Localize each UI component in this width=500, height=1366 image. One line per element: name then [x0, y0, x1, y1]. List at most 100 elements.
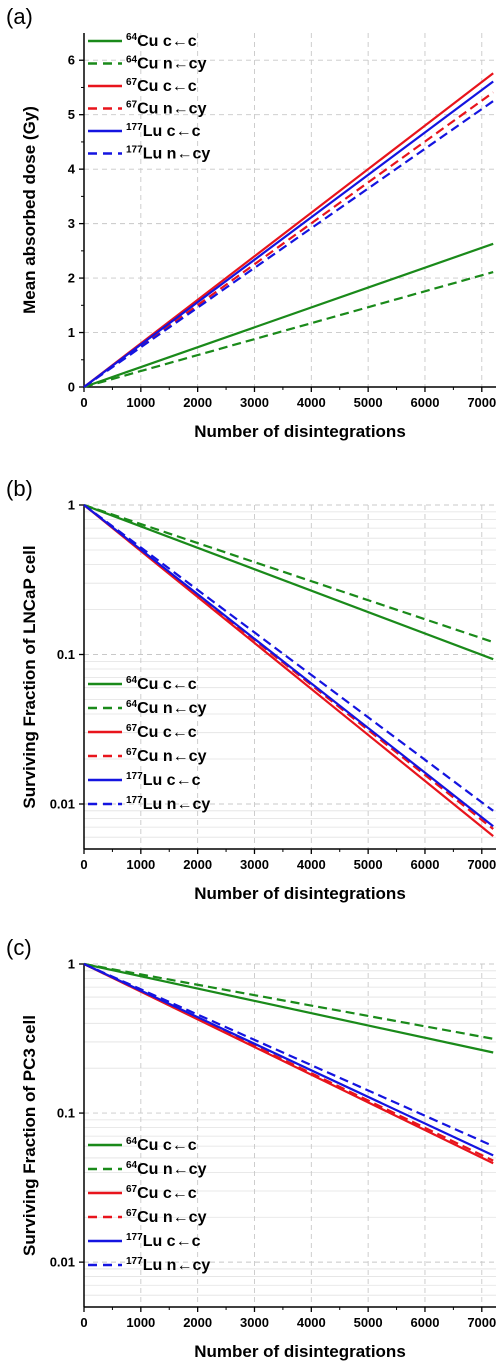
legend-label: Cu n←cy [137, 1209, 206, 1226]
y-tick-label: 5 [68, 107, 75, 122]
x-tick-label: 5000 [354, 857, 383, 872]
legend-superscript: 67 [126, 100, 138, 111]
y-tick-label: 4 [68, 162, 76, 177]
legend-entry: 64Cu n←cy [126, 1160, 207, 1178]
legend-entry: 67Cu c←c [126, 1184, 197, 1202]
legend-superscript: 67 [126, 1208, 138, 1219]
x-tick-label: 3000 [240, 857, 269, 872]
panel-label: (a) [6, 4, 33, 29]
y-axis-title: Surviving Fraction of LNCaP cell [20, 545, 39, 808]
legend-superscript: 64 [126, 55, 138, 66]
legend-entry: 67Cu c←c [126, 77, 197, 95]
y-tick-label: 6 [68, 53, 75, 68]
legend-superscript: 64 [126, 675, 138, 686]
series-line-4 [83, 91, 494, 388]
x-tick-label: 1000 [126, 395, 155, 410]
legend-superscript: 64 [126, 32, 138, 43]
legend-label: Lu n←cy [143, 146, 211, 163]
x-tick-label: 4000 [297, 1315, 326, 1330]
legend-entry: 64Cu n←cy [126, 55, 207, 73]
legend-entry: 67Cu n←cy [126, 1208, 207, 1226]
legend-superscript: 177 [126, 771, 143, 782]
legend-label: Lu c←c [143, 123, 201, 140]
x-axis-title: Number of disintegrations [194, 1342, 406, 1361]
series-line-2 [83, 271, 494, 389]
series-line-5 [83, 504, 494, 828]
legend-entry: 177Lu c←c [126, 1232, 201, 1250]
legend-superscript: 64 [126, 699, 138, 710]
legend-superscript: 177 [126, 1232, 143, 1243]
legend-entry: 177Lu c←c [126, 122, 201, 140]
y-axis-title: Surviving Fraction of PC3 cell [20, 1015, 39, 1256]
y-tick-label: 3 [68, 216, 75, 231]
legend-label: Lu n←cy [143, 796, 211, 813]
series-line-1 [83, 503, 494, 661]
y-tick-label: 2 [68, 271, 75, 286]
x-tick-label: 2000 [183, 857, 212, 872]
y-tick-label: 0 [68, 380, 75, 395]
x-tick-label: 0 [80, 395, 87, 410]
x-tick-label: 3000 [240, 1315, 269, 1330]
legend-label: Cu c←c [137, 676, 197, 693]
x-tick-label: 7000 [467, 1315, 496, 1330]
y-tick-label: 1 [68, 498, 75, 513]
legend-label: Cu n←cy [137, 101, 206, 118]
legend-label: Cu c←c [137, 33, 197, 50]
legend-label: Cu n←cy [137, 700, 206, 717]
legend-superscript: 177 [126, 795, 143, 806]
legend-entry: 67Cu n←cy [126, 100, 207, 118]
x-tick-label: 5000 [354, 395, 383, 410]
x-axis-title: Number of disintegrations [194, 422, 406, 441]
legend-superscript: 64 [126, 1136, 138, 1147]
x-tick-label: 6000 [411, 857, 440, 872]
legend-label: Lu c←c [143, 1233, 201, 1250]
x-tick-label: 2000 [183, 395, 212, 410]
series-line-5 [83, 80, 494, 388]
x-tick-label: 3000 [240, 395, 269, 410]
series-line-2 [83, 503, 494, 644]
legend-superscript: 177 [126, 145, 143, 156]
legend-label: Cu c←c [137, 1137, 197, 1154]
y-tick-label: 0.1 [57, 647, 75, 662]
legend-entry: 177Lu n←cy [126, 145, 210, 163]
legend-entry: 177Lu n←cy [126, 795, 210, 813]
series-line-5 [83, 963, 494, 1157]
legend-entry: 64Cu c←c [126, 675, 197, 693]
x-tick-label: 4000 [297, 857, 326, 872]
x-tick-label: 0 [80, 857, 87, 872]
legend-superscript: 67 [126, 723, 138, 734]
x-tick-label: 0 [80, 1315, 87, 1330]
chart-panel-3: (c) 0 1000 2000 3000 4000 5000 6000 7000 0.01 0.1 1… [6, 935, 496, 1361]
legend-entry: 67Cu c←c [126, 723, 197, 741]
legend-superscript: 67 [126, 1184, 138, 1195]
x-tick-label: 6000 [411, 1315, 440, 1330]
legend-label: Cu c←c [137, 1185, 197, 1202]
legend-entry: 64Cu c←c [126, 1136, 197, 1154]
legend-label: Cu n←cy [137, 1161, 206, 1178]
chart-panel-2: (b) 0 1000 2000 3000 4000 5000 6000 7000 0.01 0.1 1… [6, 476, 496, 903]
legend-superscript: 64 [126, 1160, 138, 1171]
series-line-6 [83, 962, 494, 1148]
legend-label: Cu c←c [137, 78, 197, 95]
x-tick-label: 5000 [354, 1315, 383, 1330]
y-axis-title: Mean absorbed dose (Gy) [20, 106, 39, 314]
series-line-1 [83, 242, 494, 389]
chart-panel-1: (a) 0 1000 2000 3000 4000 5000 6000 7000 0 1 2 3 4 5 6 N… [6, 4, 496, 441]
legend-superscript: 67 [126, 77, 138, 88]
y-tick-label: 0.01 [50, 796, 75, 811]
x-tick-label: 7000 [467, 857, 496, 872]
legend-label: Cu c←c [137, 724, 197, 741]
legend-entry: 177Lu c←c [126, 771, 201, 789]
legend-label: Lu n←cy [143, 1257, 211, 1274]
legend-entry: 64Cu n←cy [126, 699, 207, 717]
panel-label: (c) [6, 935, 32, 960]
legend-superscript: 177 [126, 122, 143, 133]
y-tick-label: 0.1 [57, 1106, 75, 1121]
legend-entry: 177Lu n←cy [126, 1256, 210, 1274]
y-tick-label: 0.01 [50, 1255, 75, 1270]
x-tick-label: 1000 [126, 857, 155, 872]
x-tick-label: 2000 [183, 1315, 212, 1330]
